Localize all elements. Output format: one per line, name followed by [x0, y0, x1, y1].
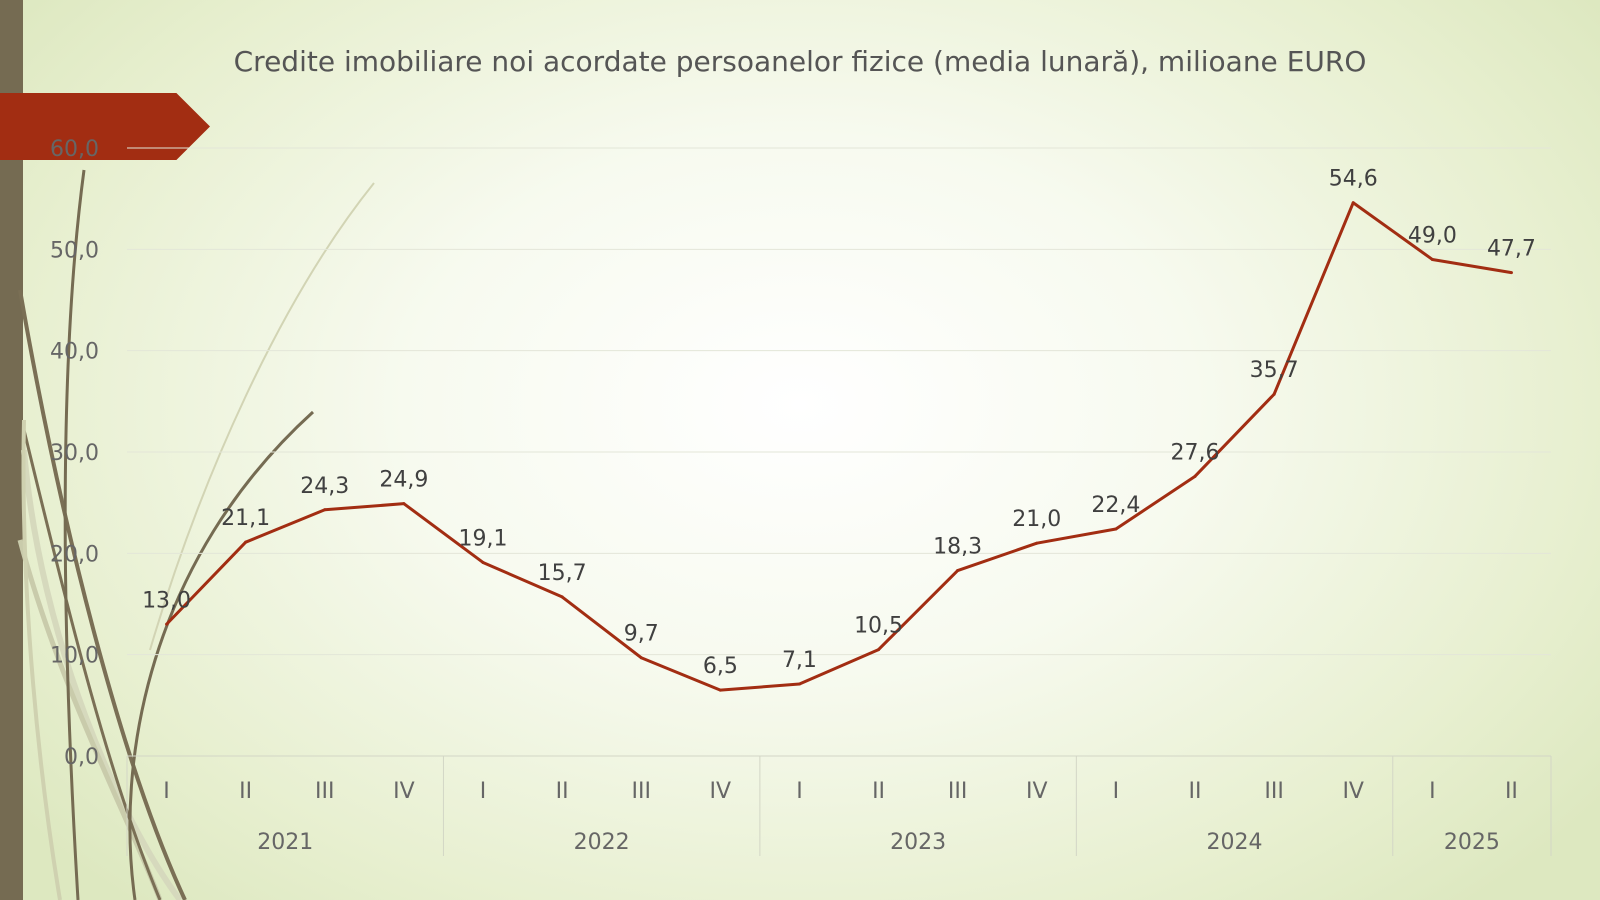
data-label: 21,0 — [1012, 507, 1061, 532]
left-accent-bar — [0, 0, 23, 900]
data-point — [1114, 527, 1118, 531]
data-label: 15,7 — [538, 561, 587, 586]
data-label: 24,9 — [379, 468, 428, 493]
x-tick-label: IV — [1026, 779, 1048, 804]
data-label: 21,1 — [221, 506, 270, 531]
decor-curve — [128, 410, 315, 900]
data-point — [560, 595, 564, 599]
data-label: 49,0 — [1408, 223, 1457, 248]
series-line — [165, 201, 1512, 692]
data-point — [1193, 474, 1197, 478]
x-tick-label: III — [948, 779, 967, 804]
data-label: 9,7 — [624, 622, 659, 647]
x-tick-label: II — [239, 779, 252, 804]
series — [165, 201, 1513, 692]
data-point — [481, 560, 485, 564]
group-label: 2024 — [1207, 830, 1263, 855]
decor-curve — [21, 449, 183, 900]
data-label: 35,7 — [1250, 358, 1299, 383]
decor-curve — [21, 419, 62, 900]
data-point — [1430, 257, 1434, 261]
x-tick-label: I — [480, 779, 487, 804]
data-labels: 13,0 21,1 24,3 24,9 19,1 15,7 9,7 6,5 7,1 10,5 18,… — [142, 167, 1536, 679]
data-point — [1035, 541, 1039, 545]
data-point — [877, 648, 881, 652]
y-tick-label: 10,0 — [50, 644, 99, 669]
y-tick-label: 0,0 — [64, 745, 99, 770]
y-tick-label: 60,0 — [50, 137, 99, 162]
data-label: 54,6 — [1329, 167, 1378, 192]
data-label: 47,7 — [1487, 237, 1536, 262]
data-point — [1509, 271, 1513, 275]
group-label: 2021 — [257, 830, 313, 855]
data-label: 27,6 — [1171, 440, 1220, 465]
data-point — [1272, 392, 1276, 396]
data-point — [402, 502, 406, 506]
data-point — [718, 688, 722, 692]
x-tick-label: I — [1113, 779, 1120, 804]
x-tick-label: II — [1189, 779, 1202, 804]
data-point — [1351, 201, 1355, 205]
axes: 0,010,020,030,040,050,060,0I II III IV I II II… — [50, 137, 1552, 856]
data-point — [165, 622, 169, 626]
x-tick-label: IV — [1342, 779, 1364, 804]
x-tick-label: I — [163, 779, 170, 804]
y-tick-label: 30,0 — [50, 441, 99, 466]
data-label: 10,5 — [854, 614, 903, 639]
gridlines — [127, 147, 1551, 656]
decor-curve — [22, 429, 162, 900]
x-tick-label: II — [556, 779, 569, 804]
y-tick-label: 20,0 — [50, 542, 99, 567]
x-tick-label: II — [1505, 779, 1518, 804]
y-tick-label: 50,0 — [50, 238, 99, 263]
title-banner — [0, 93, 210, 160]
group-label: 2025 — [1444, 830, 1500, 855]
x-tick-label: III — [1264, 779, 1283, 804]
data-point — [639, 656, 643, 660]
chart-title: Credite imobiliare noi acordate persoane… — [233, 45, 1367, 78]
data-point — [956, 569, 960, 573]
x-tick-label: III — [631, 779, 650, 804]
data-point — [797, 682, 801, 686]
x-tick-label: I — [796, 779, 803, 804]
data-label: 6,5 — [703, 654, 738, 679]
x-tick-label: II — [872, 779, 885, 804]
data-point — [323, 508, 327, 512]
x-tick-label: I — [1429, 779, 1436, 804]
y-tick-label: 40,0 — [50, 340, 99, 365]
decor-curve — [63, 169, 86, 900]
decor-curve — [18, 289, 187, 900]
data-label: 22,4 — [1091, 493, 1140, 518]
data-label: 18,3 — [933, 535, 982, 560]
data-label: 24,3 — [300, 474, 349, 499]
decor-curve — [149, 182, 375, 651]
data-point — [244, 540, 248, 544]
group-label: 2023 — [890, 830, 946, 855]
x-tick-label: III — [315, 779, 334, 804]
data-label: 7,1 — [782, 648, 817, 673]
group-label: 2022 — [574, 830, 630, 855]
x-tick-label: IV — [710, 779, 732, 804]
x-tick-label: IV — [393, 779, 415, 804]
decorative-curves — [17, 169, 375, 900]
data-label: 19,1 — [459, 526, 508, 551]
data-label: 13,0 — [142, 588, 191, 613]
